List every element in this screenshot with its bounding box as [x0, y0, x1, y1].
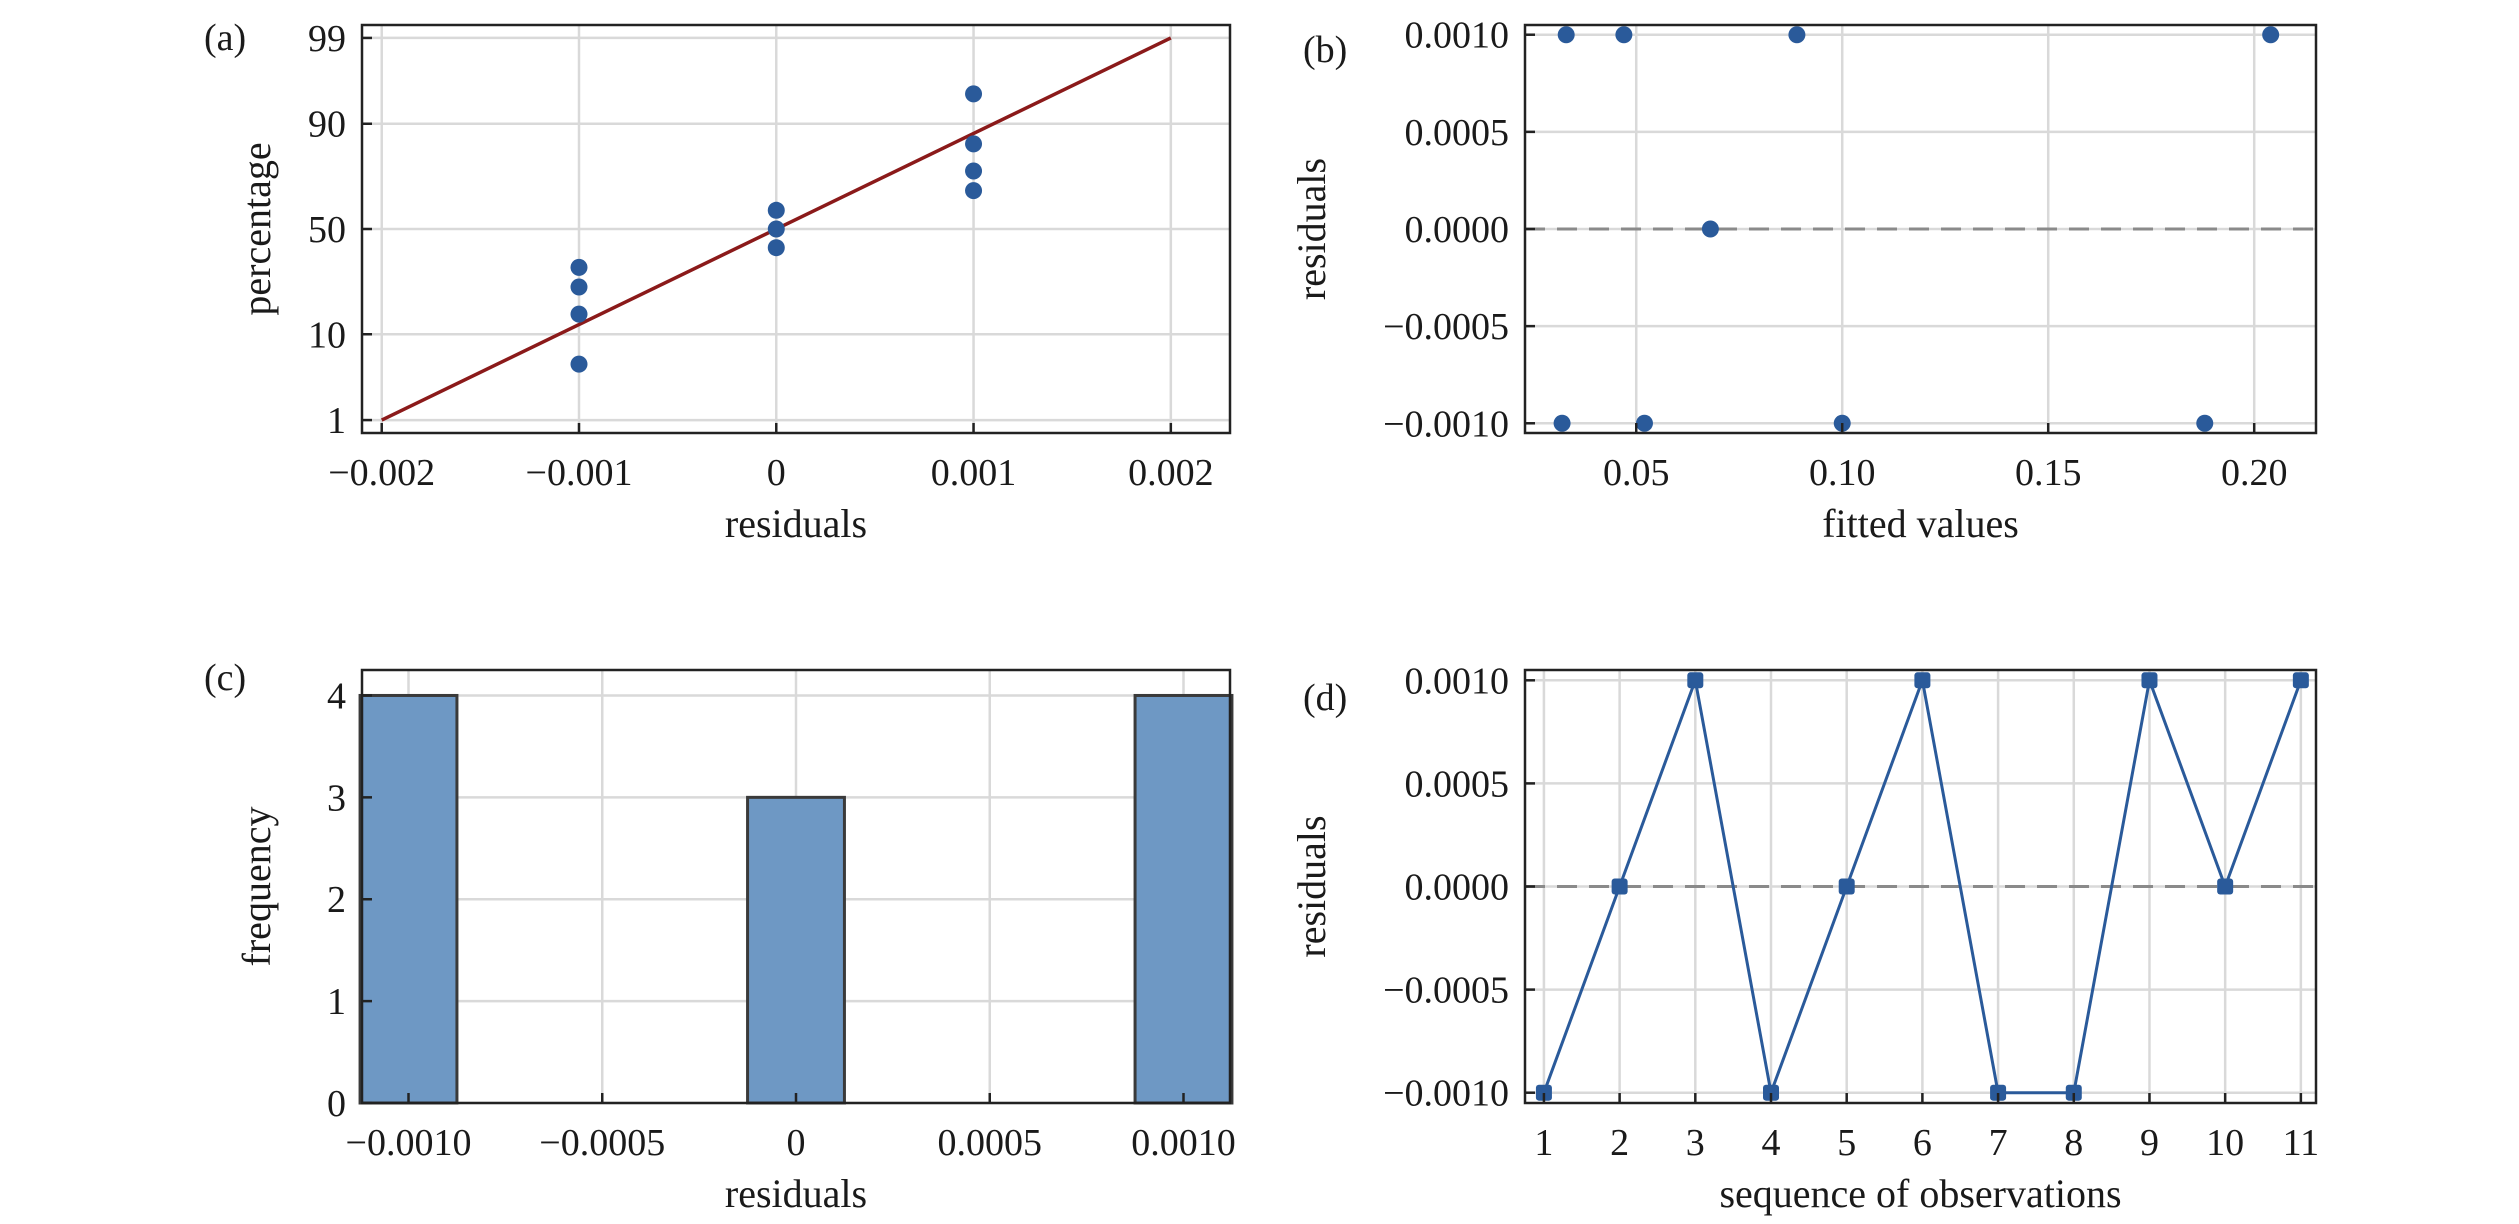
data-point	[767, 201, 785, 219]
data-point	[767, 239, 785, 257]
y-tick-label: −0.0010	[1383, 403, 1509, 445]
x-tick-label: −0.0010	[346, 1122, 472, 1164]
data-point	[965, 162, 983, 180]
data-point	[1990, 1084, 2007, 1101]
data-point	[1635, 414, 1653, 432]
y-axis-label: frequency	[234, 807, 279, 967]
y-tick-label: −0.0005	[1383, 306, 1509, 348]
data-point	[570, 305, 588, 323]
x-tick-label: 11	[2283, 1122, 2320, 1164]
x-tick-label: 0	[767, 452, 786, 494]
histogram-bar	[746, 795, 846, 1105]
x-tick-label: 1	[1534, 1122, 1553, 1164]
x-tick-label: 0.20	[2221, 452, 2288, 494]
panel-b: 0.05 0.10 0.15 0.20 0.0010 0.0005 0.0000 −0.000…	[1289, 15, 2318, 546]
data-point	[1535, 1084, 1552, 1101]
x-tick-label: 0.002	[1128, 452, 1214, 494]
histogram-bar	[1133, 693, 1234, 1105]
x-tick-label: 0.05	[1603, 452, 1670, 494]
data-point	[965, 182, 983, 200]
histogram-bar	[358, 693, 459, 1105]
data-point	[965, 85, 983, 103]
panel-label: (a)	[204, 17, 246, 59]
data-point	[570, 258, 588, 276]
x-tick-label: 6	[1913, 1122, 1932, 1164]
y-tick-label: 3	[327, 777, 346, 819]
data-point	[1763, 1084, 1780, 1101]
x-tick-label: 4	[1762, 1122, 1781, 1164]
y-tick-label: −0.0010	[1383, 1073, 1509, 1115]
x-tick-label: 0.15	[2015, 452, 2082, 494]
y-tick-label: 0.0000	[1405, 867, 1510, 909]
x-tick-label: −0.001	[526, 452, 633, 494]
y-tick-label: 1	[327, 400, 346, 442]
data-point	[1914, 672, 1931, 689]
y-tick-label: 10	[308, 314, 346, 356]
panel-c: −0.0010 −0.0005 0 0.0005 0.0010 0 1 2 3 4 residual…	[204, 657, 1236, 1216]
x-tick-label: 5	[1837, 1122, 1856, 1164]
data-point	[1788, 26, 1806, 44]
y-tick-label: 0.0005	[1405, 112, 1510, 154]
x-tick-label: 0	[787, 1122, 806, 1164]
x-tick-label: 0.10	[1809, 452, 1876, 494]
y-axis-label: residuals	[1289, 158, 1334, 300]
y-tick-label: 4	[327, 675, 346, 717]
panel-d: 1 2 3 4 5 6 7 8 9 10 11 0.0010 0.0005 0.0000 −0.0005 −0…	[1289, 660, 2319, 1216]
data-point	[2262, 26, 2280, 44]
x-tick-label: 0.0005	[938, 1122, 1043, 1164]
data-point	[570, 278, 588, 296]
y-tick-label: 1	[327, 981, 346, 1023]
data-point	[2217, 878, 2234, 895]
panel-label: (c)	[204, 657, 246, 699]
data-point	[2292, 672, 2309, 689]
x-tick-label: 8	[2064, 1122, 2083, 1164]
x-tick-label: −0.0005	[539, 1122, 665, 1164]
panel-a: −0.002 −0.001 0 0.001 0.002 1 10 50 90 99 residual…	[204, 17, 1232, 546]
y-tick-label: 90	[308, 104, 346, 146]
x-tick-label: 3	[1686, 1122, 1705, 1164]
y-tick-label: 0.0005	[1405, 763, 1510, 805]
y-tick-label: 0.0000	[1405, 209, 1510, 251]
panel-label: (b)	[1303, 29, 1347, 71]
y-tick-label: 0.0010	[1405, 660, 1510, 702]
data-point	[1557, 26, 1575, 44]
x-tick-label: 9	[2140, 1122, 2159, 1164]
data-point	[965, 135, 983, 153]
data-point	[1615, 26, 1633, 44]
x-axis-label: residuals	[725, 1171, 867, 1216]
data-point	[570, 355, 588, 373]
data-point	[2141, 672, 2158, 689]
y-tick-label: 0.0010	[1405, 15, 1510, 57]
data-point	[767, 220, 785, 238]
y-tick-label: 0	[327, 1083, 346, 1125]
y-axis-label: percentage	[234, 142, 279, 315]
data-point	[1611, 878, 1628, 895]
panel-label: (d)	[1303, 677, 1347, 719]
x-axis-label: fitted values	[1822, 501, 2019, 546]
x-tick-label: 10	[2206, 1122, 2244, 1164]
data-point	[2065, 1084, 2082, 1101]
data-point	[1687, 672, 1704, 689]
x-tick-label: 0.0010	[1131, 1122, 1236, 1164]
x-tick-label: 0.001	[931, 452, 1017, 494]
y-tick-label: 50	[308, 209, 346, 251]
data-point	[1553, 414, 1571, 432]
x-tick-label: 2	[1610, 1122, 1629, 1164]
data-point	[1701, 220, 1719, 238]
x-axis-label: residuals	[725, 501, 867, 546]
y-axis-label: residuals	[1289, 815, 1334, 957]
data-point	[1838, 878, 1855, 895]
x-axis-label: sequence of observations	[1719, 1171, 2121, 1216]
x-tick-label: −0.002	[328, 452, 435, 494]
y-tick-label: 99	[308, 18, 346, 60]
data-point	[2196, 414, 2214, 432]
y-tick-label: 2	[327, 879, 346, 921]
x-tick-label: 7	[1989, 1122, 2008, 1164]
y-tick-label: −0.0005	[1383, 970, 1509, 1012]
